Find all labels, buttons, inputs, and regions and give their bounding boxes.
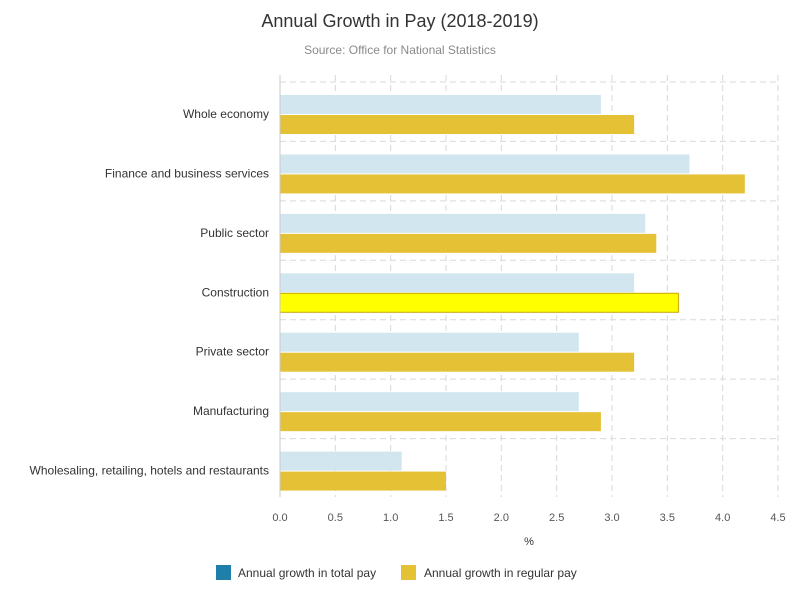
x-tick-label: 3.5 [660, 512, 675, 524]
x-tick-label: 3.0 [604, 512, 619, 524]
bar-regular-pay[interactable] [280, 412, 601, 432]
bar-regular-pay[interactable] [280, 471, 446, 491]
bar-total-pay[interactable] [280, 273, 635, 293]
axes: 0.0 0.5 1.0 1.5 2.0 2.5 3.0 3.5 4.0 4.5 Whole econ… [30, 75, 786, 524]
bar-total-pay[interactable] [280, 154, 690, 174]
bar-total-pay[interactable] [280, 95, 601, 114]
legend-swatch [401, 565, 416, 580]
x-tick-label: 2.5 [549, 512, 564, 524]
legend[interactable]: Annual growth in total pay Annual growth … [216, 565, 577, 580]
category-label: Manufacturing [193, 404, 269, 418]
x-tick-label: 2.0 [494, 512, 509, 524]
bar-total-pay[interactable] [280, 332, 579, 352]
x-tick-label: 4.5 [770, 512, 785, 524]
bar-total-pay[interactable] [280, 213, 646, 233]
x-tick-label: 4.0 [715, 512, 730, 524]
x-axis-title: % [524, 536, 534, 548]
chart-title: Annual Growth in Pay (2018-2019) [261, 11, 538, 31]
x-tick-label: 0.5 [328, 512, 343, 524]
category-label: Private sector [196, 345, 269, 359]
chart-subtitle: Source: Office for National Statistics [304, 43, 496, 57]
x-tick-label: 0.0 [272, 512, 287, 524]
category-label: Wholesaling, retailing, hotels and resta… [30, 464, 269, 478]
bar-total-pay[interactable] [280, 392, 579, 412]
bar-total-pay[interactable] [280, 451, 402, 471]
category-label: Construction [202, 285, 269, 299]
legend-label: Annual growth in regular pay [424, 566, 577, 580]
x-tick-label: 1.5 [438, 512, 453, 524]
bar-regular-pay[interactable] [280, 352, 635, 372]
legend-swatch [216, 565, 231, 580]
x-tick-label: 1.0 [383, 512, 398, 524]
bar-regular-pay[interactable] [279, 292, 679, 313]
bar-regular-pay[interactable] [280, 174, 745, 194]
category-label: Whole economy [183, 107, 269, 121]
category-label: Finance and business services [105, 166, 269, 180]
legend-label: Annual growth in total pay [238, 566, 376, 580]
category-label: Public sector [200, 226, 269, 240]
bars [279, 95, 745, 491]
legend-item-total-pay[interactable]: Annual growth in total pay [216, 565, 376, 580]
legend-item-regular-pay[interactable]: Annual growth in regular pay [401, 565, 577, 580]
bar-regular-pay[interactable] [280, 115, 635, 134]
bar-regular-pay[interactable] [280, 233, 657, 253]
